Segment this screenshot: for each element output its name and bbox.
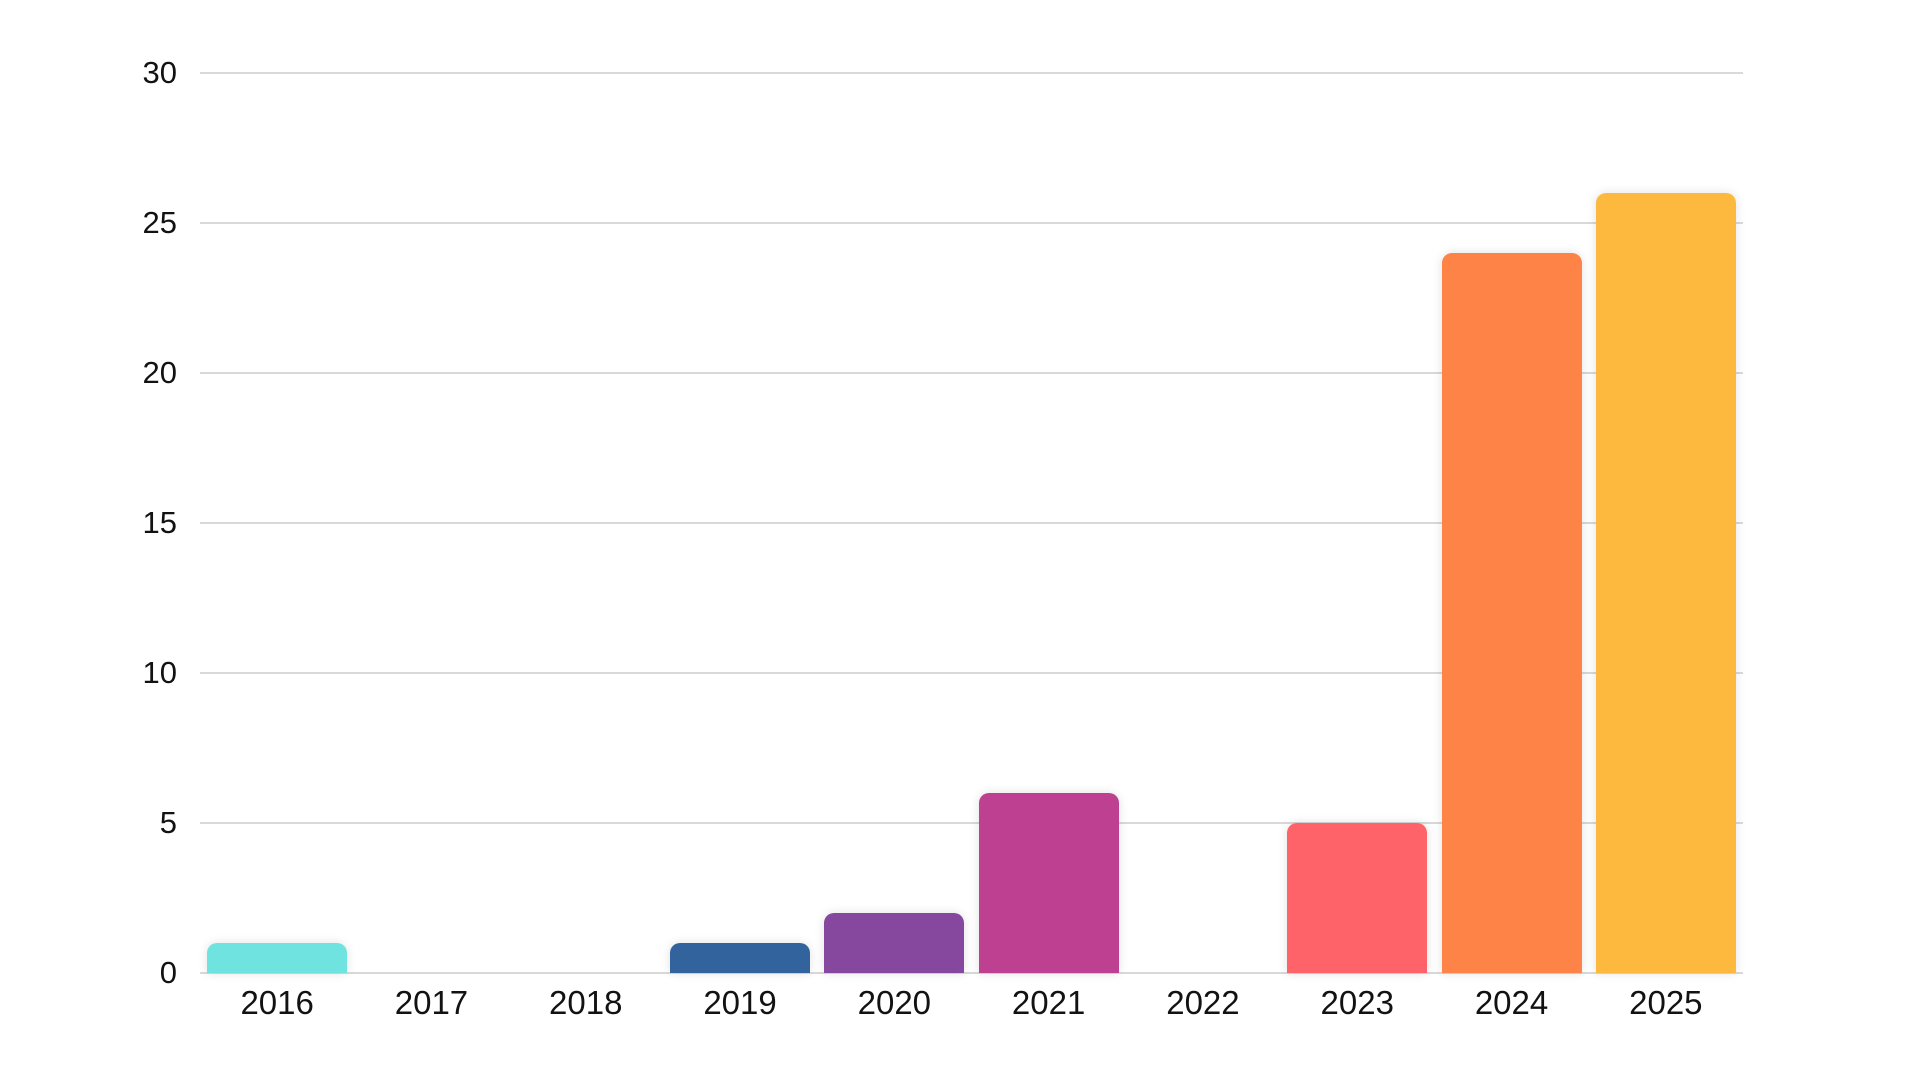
x-tick-label-2021: 2021 bbox=[1011, 984, 1086, 1021]
bar-2024 bbox=[1441, 253, 1582, 973]
bars-row bbox=[200, 73, 1743, 973]
bar-2021 bbox=[978, 793, 1119, 973]
gridline-20 bbox=[200, 372, 1743, 374]
x-tick-label-2019: 2019 bbox=[703, 984, 777, 1021]
bar-2019 bbox=[670, 943, 811, 973]
gridline-10 bbox=[200, 672, 1743, 674]
x-tick-label-2020: 2020 bbox=[857, 984, 932, 1021]
y-tick-label-25: 25 bbox=[142, 205, 177, 240]
gridline-15 bbox=[200, 522, 1743, 524]
y-tick-label-10: 10 bbox=[142, 655, 177, 690]
x-tick-label-2016: 2016 bbox=[240, 984, 314, 1021]
x-tick-label-2024: 2024 bbox=[1474, 984, 1549, 1021]
x-tick-label-2022: 2022 bbox=[1166, 984, 1240, 1021]
bar-2023 bbox=[1287, 823, 1428, 973]
bar-slot-2022 bbox=[1126, 73, 1280, 973]
gridline-25 bbox=[200, 222, 1743, 224]
x-tick-label-2017: 2017 bbox=[394, 984, 469, 1021]
bar-2025 bbox=[1595, 193, 1736, 973]
bar-slot-2018 bbox=[509, 73, 663, 973]
plot-area bbox=[200, 72, 1743, 974]
x-tick-label-2025: 2025 bbox=[1629, 984, 1703, 1021]
bar-slot-2024 bbox=[1434, 73, 1588, 973]
bar-slot-2019 bbox=[663, 73, 817, 973]
bar-slot-2020 bbox=[817, 73, 971, 973]
bar-slot-2025 bbox=[1589, 73, 1743, 973]
gridline-30 bbox=[200, 72, 1743, 74]
bar-2020 bbox=[824, 913, 965, 973]
gridline-0 bbox=[200, 972, 1743, 974]
x-axis-labels: 2016 2017 2018 2019 2020 2021 2022 2023 2024 2025 bbox=[200, 984, 1743, 1022]
gridline-5 bbox=[200, 822, 1743, 824]
x-tick-label-2018: 2018 bbox=[549, 984, 623, 1021]
y-tick-label-5: 5 bbox=[159, 805, 177, 840]
bar-slot-2021 bbox=[971, 73, 1125, 973]
bar-2016 bbox=[207, 943, 348, 973]
bar-slot-2016 bbox=[200, 73, 354, 973]
y-tick-label-30: 30 bbox=[142, 55, 177, 90]
y-tick-label-15: 15 bbox=[142, 505, 177, 540]
y-tick-label-0: 0 bbox=[159, 955, 177, 990]
bar-slot-2017 bbox=[354, 73, 508, 973]
x-tick-label-2023: 2023 bbox=[1320, 984, 1394, 1021]
y-tick-label-20: 20 bbox=[142, 355, 177, 390]
bar-slot-2023 bbox=[1280, 73, 1434, 973]
